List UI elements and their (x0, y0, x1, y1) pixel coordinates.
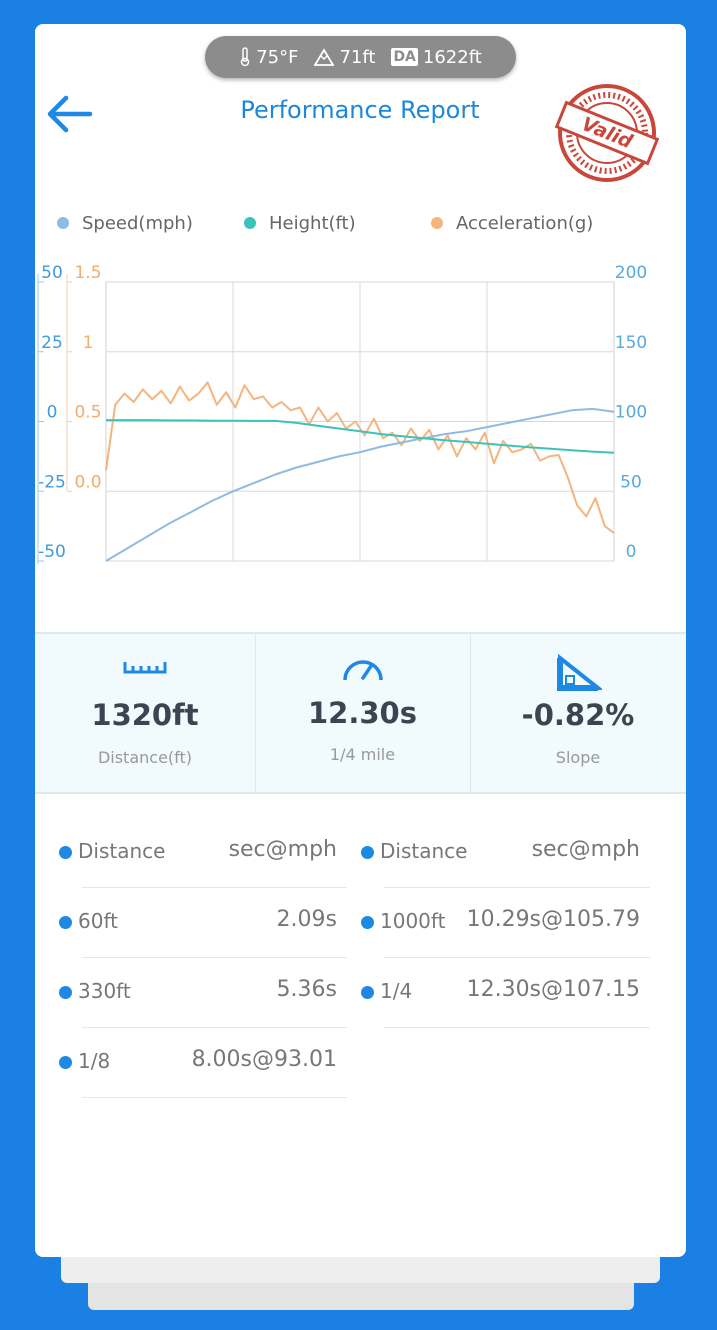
stat-value: -0.82% (521, 698, 635, 732)
y-tick-label: 0 (47, 403, 58, 423)
split-time: sec@mph (228, 837, 337, 862)
y-tick-label: -50 (38, 542, 66, 562)
temperature: 75°F (256, 46, 299, 68)
y3-tick-label: 1.5 (74, 263, 101, 283)
split-row: 330ft 5.36s (59, 958, 347, 1028)
split-time: 8.00s@93.01 (191, 1047, 337, 1072)
row-separator (82, 957, 347, 958)
split-row: 1/4 12.30s@107.15 (361, 958, 650, 1028)
y-tick-label: 50 (41, 263, 63, 283)
stat-value: 1320ft (91, 698, 199, 732)
split-distance: 60ft (78, 909, 118, 933)
split-row: 1000ft 10.29s@105.79 (361, 888, 650, 958)
y-tick-label: -25 (38, 472, 66, 492)
y-tick-label: 25 (41, 333, 63, 353)
stat-card: 12.30s 1/4 mile (255, 634, 471, 792)
chart: Speed(mph) Height(ft) Acceleration(g)05010… (37, 213, 647, 564)
y3-tick-label: 0.5 (74, 403, 101, 423)
split-row: 60ft 2.09s (59, 888, 347, 958)
altitude-icon (314, 48, 335, 66)
bullet (361, 916, 374, 929)
ruler-icon (123, 662, 167, 674)
legend-label: Acceleration(g) (456, 213, 593, 234)
stat-card: -0.82% Slope (470, 634, 686, 792)
y2-tick-label: 0 (626, 542, 637, 562)
split-distance: Distance (78, 839, 166, 863)
y2-tick-label: 150 (615, 333, 647, 353)
bullet (59, 916, 72, 929)
split-row: 1/8 8.00s@93.01 (59, 1028, 347, 1098)
stat-label: Distance(ft) (97, 748, 193, 767)
y2-tick-label: 100 (615, 403, 647, 423)
split-time: 2.09s (276, 907, 337, 932)
y3-tick-label: 0.0 (74, 472, 101, 492)
page-title: Performance Report (240, 96, 480, 124)
row-separator (384, 887, 650, 888)
y2-tick-label: 50 (620, 472, 642, 492)
stat-card: 1320ft Distance(ft) (35, 634, 256, 792)
split-time: 10.29s@105.79 (466, 907, 640, 932)
legend-marker (431, 217, 443, 229)
bullet (361, 986, 374, 999)
legend-label: Speed(mph) (82, 213, 193, 234)
density-altitude: 1622ft (422, 46, 482, 68)
row-separator (82, 1097, 347, 1098)
gauge-icon (342, 660, 383, 681)
da-label: DA (391, 48, 418, 66)
series-line (106, 419, 615, 454)
split-time: 5.36s (276, 977, 337, 1002)
legend-marker (244, 217, 256, 229)
thermometer-icon (240, 47, 250, 67)
split-distance: 330ft (78, 979, 131, 1003)
back-button[interactable] (46, 94, 94, 134)
split-time: 12.30s@107.15 (466, 977, 640, 1002)
stat-value: 12.30s (308, 696, 417, 730)
y3-tick-label: 1 (83, 333, 94, 353)
split-distance: 1/4 (380, 979, 413, 1003)
bullet (59, 986, 72, 999)
split-time: sec@mph (531, 837, 640, 862)
y2-tick-label: 200 (615, 263, 647, 283)
split-distance: 1/8 (78, 1049, 111, 1073)
conditions-badge: 75°F 71ft DA 1622ft (205, 36, 516, 78)
split-row: Distance sec@mph (59, 818, 347, 888)
stat-label: Slope (555, 748, 601, 767)
split-distance: Distance (380, 839, 468, 863)
split-distance: 1000ft (380, 909, 446, 933)
bullet (59, 846, 72, 859)
series-line (105, 381, 615, 534)
split-row: Distance sec@mph (361, 818, 650, 888)
bullet (59, 1056, 72, 1069)
legend-marker (57, 217, 69, 229)
legend-label: Height(ft) (269, 213, 356, 234)
altitude: 71ft (339, 46, 376, 68)
slope-icon (557, 654, 602, 691)
row-separator (384, 1027, 650, 1028)
valid-stamp: Valid (554, 84, 660, 182)
series-line (105, 407, 615, 562)
bullet (361, 846, 374, 859)
row-separator (384, 957, 650, 958)
stats-panel: 1320ft Distance(ft) 12.30s 1/4 mile -0.8… (35, 632, 686, 794)
stat-label: 1/4 mile (329, 745, 396, 764)
row-separator (82, 1027, 347, 1028)
row-separator (82, 887, 347, 888)
